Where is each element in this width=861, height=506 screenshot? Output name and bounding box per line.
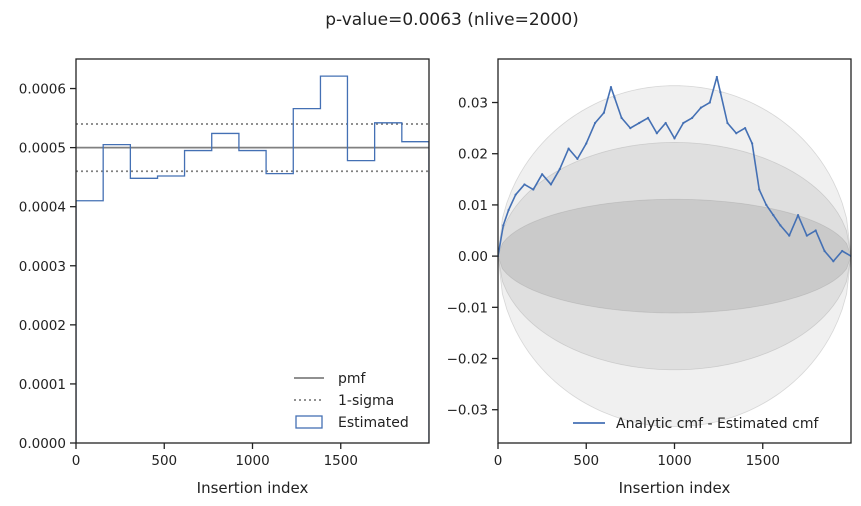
cmf-data-point [664,121,667,125]
hist-y-tick-label: 0.0000 [19,436,66,452]
band-3-sigma [498,85,851,428]
band-2-sigma [498,142,851,371]
cmf-data-point [719,91,722,94]
cmf-data-point [602,111,606,114]
histogram-bin [402,142,429,443]
cmf-data-point [805,234,808,237]
cmf-data-point [735,132,738,135]
histogram-bin [76,201,103,443]
cmf-data-point [593,121,597,125]
band-1-sigma [498,198,851,314]
cmf-panel: 0 500 1000 1500 −0.03 −0.02 −0.01 0.00 0.01 0.02 0… [447,58,852,497]
cmf-data-point [646,116,650,119]
cmf-data-point [779,224,782,227]
cmf-data-point [585,142,588,145]
cmf-data-point [638,121,641,125]
cmf-y-tick-label: −0.02 [447,352,488,368]
hist-y-tick-label: 0.0002 [19,318,66,334]
cmf-data-point [567,147,570,150]
cmf-data-point [502,224,505,227]
cmf-data-point [576,157,579,160]
histogram-bin [320,76,347,443]
hist-x-tick-label: 0 [72,453,81,469]
legend-label: Estimated [338,415,409,431]
cmf-y-tick-label: 0.03 [458,96,488,112]
cmf-data-point [514,193,517,196]
cmf-data-point [744,127,747,130]
histogram-bin [103,145,130,443]
histogram-bin [239,151,266,443]
cmf-x-tick-label: 0 [494,453,503,469]
cmf-data-point [655,132,658,135]
cmf-data-point [765,203,768,207]
legend-estimated-swatch [295,415,323,429]
cmf-data-point [758,188,761,191]
legend-label: Analytic cmf - Estimated cmf [616,416,819,432]
cmf-data-point [682,121,685,125]
histogram-bin [293,109,320,443]
cmf-data-point [715,75,718,79]
cmf-y-tick-label: 0.01 [458,198,488,214]
cmf-y-tick-label: −0.03 [447,403,488,419]
cmf-data-point [613,96,616,99]
cmf-data-point [620,116,623,119]
hist-y-tick-label: 0.0006 [19,82,66,98]
cmf-data-point [796,214,800,217]
cmf-data-point [523,183,526,186]
cmf-y-tick-label: 0.00 [458,249,488,265]
cmf-data-point [558,167,561,171]
legend-label: pmf [338,371,367,387]
histogram-panel: 0 500 1000 1500 0.0000 0.0001 0.0002 0.0003 0.00… [19,58,430,497]
hist-x-tick-label: 500 [151,453,177,469]
estimated-step-outline [76,75,429,443]
histogram-plot-area [76,75,429,443]
cmf-data-point [823,249,826,253]
cmf-x-tick-label: 1000 [657,453,691,469]
hist-y-tick-label: 0.0005 [19,141,66,157]
cmf-data-point [673,137,676,140]
cmf-x-tick-label: 500 [573,453,599,469]
histogram-bin [158,176,185,443]
cmf-data-point [832,260,835,263]
cmf-plot-area [498,75,851,428]
cmf-data-point [629,127,632,130]
hist-x-axis-label: Insertion index [197,479,309,497]
hist-x-tick-label: 1000 [235,453,269,469]
cmf-data-point [708,101,711,104]
cmf-data-point [532,188,535,191]
hist-x-tick-label: 1500 [324,453,358,469]
histogram-bin [185,151,212,443]
hist-y-tick-label: 0.0001 [19,377,66,393]
cmf-y-tick-label: −0.01 [447,300,488,316]
cmf-data-point [841,249,844,253]
histogram-bin [130,178,157,443]
cmf-x-tick-label: 1500 [746,453,780,469]
cmf-data-point [541,173,544,176]
hist-y-tick-label: 0.0003 [19,259,66,275]
cmf-data-point [814,229,817,232]
cmf-data-point [751,142,754,145]
cmf-data-point [699,106,703,109]
legend-label: 1-sigma [338,393,394,409]
histogram-bin [266,174,293,443]
cmf-data-point [507,208,510,212]
cmf-data-point [549,183,553,186]
cmf-x-axis-label: Insertion index [619,479,731,497]
hist-y-tick-label: 0.0004 [19,200,66,216]
cmf-data-point [788,234,791,237]
cmf-data-point [772,214,775,217]
cmf-data-point [609,86,613,89]
figure-title: p-value=0.0063 (nlive=2000) [325,10,579,30]
cmf-y-tick-label: 0.02 [458,147,488,163]
cmf-data-point [691,116,694,119]
histogram-bin [212,133,239,443]
cmf-data-point [726,121,729,125]
